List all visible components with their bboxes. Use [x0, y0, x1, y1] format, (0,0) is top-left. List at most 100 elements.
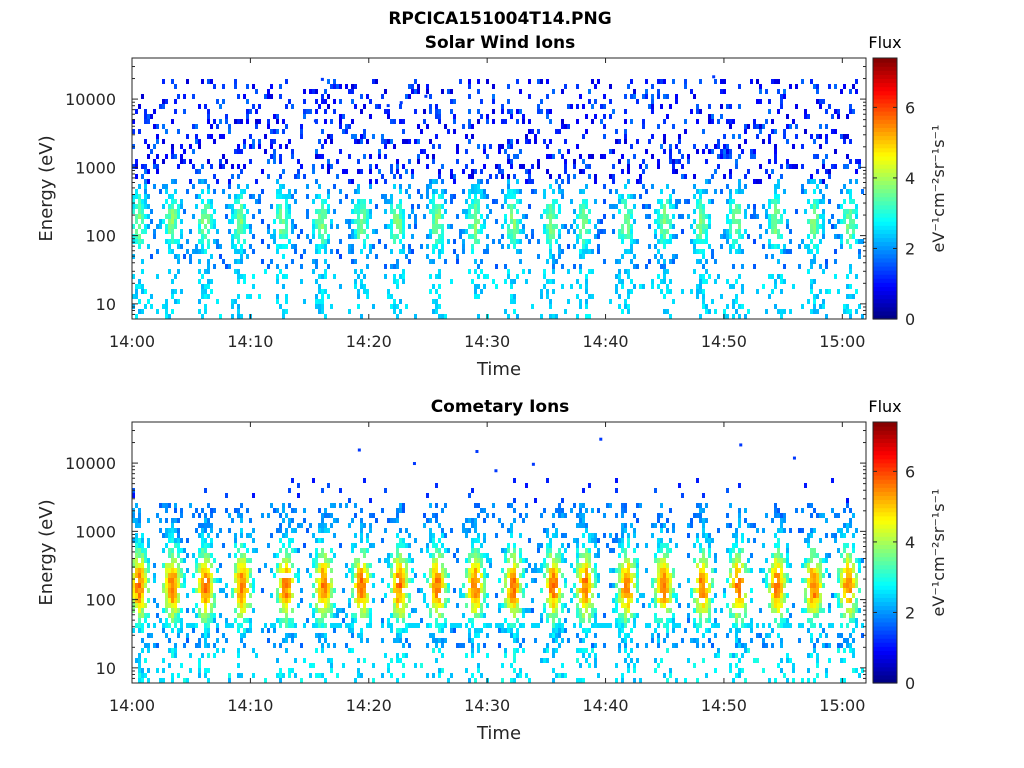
spectrogram-cell — [393, 608, 396, 613]
spectrogram-cell — [426, 623, 429, 628]
spectrogram-cell — [279, 174, 282, 179]
spectrogram-cell — [138, 309, 141, 314]
spectrogram-cell — [204, 588, 207, 593]
spectrogram-cell — [693, 184, 696, 189]
spectrogram-cell — [276, 214, 279, 219]
spectrogram-cell — [636, 239, 639, 244]
spectrogram-cell — [855, 209, 858, 214]
spectrogram-cell — [276, 119, 279, 124]
spectrogram-cell — [543, 194, 546, 199]
spectrogram-cell — [666, 568, 669, 573]
spectrogram-cell — [543, 274, 546, 279]
spectrogram-cell — [267, 543, 270, 548]
spectrogram-cell — [318, 249, 321, 254]
spectrogram-cell — [150, 633, 153, 638]
spectrogram-cell — [510, 663, 513, 668]
spectrogram-cell — [360, 314, 363, 319]
spectrogram-cell — [165, 568, 168, 573]
spectrogram-cell — [156, 249, 159, 254]
spectrogram-cell — [165, 214, 168, 219]
spectrogram-cell — [633, 613, 636, 618]
spectrogram-cell — [699, 224, 702, 229]
spectrogram-cell — [672, 523, 675, 528]
spectrogram-cell — [666, 588, 669, 593]
spectrogram-cell — [189, 229, 192, 234]
spectrogram-cell — [684, 119, 687, 124]
spectrogram-cell — [279, 623, 282, 628]
x-axis-label-solar-wind: Time — [476, 359, 521, 380]
spectrogram-cell — [291, 538, 294, 543]
spectrogram-cell — [585, 314, 588, 319]
spectrogram-cell — [204, 269, 207, 274]
spectrogram-cell — [192, 124, 195, 129]
spectrogram-cell — [504, 558, 507, 563]
spectrogram-cell — [435, 483, 438, 488]
spectrogram-cell — [246, 588, 249, 593]
spectrogram-cell — [822, 234, 825, 239]
spectrogram-cell — [495, 164, 498, 169]
spectrogram-cell — [624, 548, 627, 553]
spectrogram-cell — [393, 184, 396, 189]
spectrogram-cell — [240, 613, 243, 618]
spectrogram-cell — [819, 144, 822, 149]
spectrogram-cell — [342, 618, 345, 623]
spectrogram-cell — [546, 533, 549, 538]
spectrogram-cell — [399, 274, 402, 279]
spectrogram-cell — [621, 678, 624, 683]
spectrogram-cell — [456, 214, 459, 219]
spectrogram-cell — [156, 274, 159, 279]
spectrogram-cell — [477, 598, 480, 603]
spectrogram-cell — [618, 294, 621, 299]
spectrogram-cell — [207, 269, 210, 274]
spectrogram-cell — [660, 79, 663, 84]
colorbar-swatch — [873, 168, 897, 173]
spectrogram-cell — [855, 214, 858, 219]
spectrogram-cell — [177, 583, 180, 588]
spectrogram-cell — [297, 483, 300, 488]
spectrogram-cell — [663, 259, 666, 264]
spectrogram-cell — [819, 124, 822, 129]
spectrogram-cell — [483, 613, 486, 618]
spectrogram-cell — [585, 593, 588, 598]
spectrogram-cell — [168, 269, 171, 274]
spectrogram-cell — [771, 214, 774, 219]
spectrogram-cell — [816, 229, 819, 234]
spectrogram-cell — [819, 289, 822, 294]
spectrogram-cell — [594, 613, 597, 618]
spectrogram-cell — [240, 244, 243, 249]
spectrogram-cell — [807, 114, 810, 119]
spectrogram-cell — [141, 578, 144, 583]
spectrogram-cell — [231, 244, 234, 249]
spectrogram-cell — [201, 588, 204, 593]
spectrogram-cell — [552, 264, 555, 269]
spectrogram-cell — [405, 623, 408, 628]
spectrogram-cell — [813, 254, 816, 259]
spectrogram-cell — [432, 568, 435, 573]
spectrogram-cell — [444, 259, 447, 264]
spectrogram-cell — [669, 144, 672, 149]
spectrogram-cell — [300, 129, 303, 134]
spectrogram-cell — [351, 179, 354, 184]
spectrogram-cell — [603, 643, 606, 648]
spectrogram-cell — [723, 134, 726, 139]
spectrogram-cell — [585, 279, 588, 284]
spectrogram-cell — [663, 134, 666, 139]
spectrogram-cell — [360, 548, 363, 553]
spectrogram-cell — [555, 673, 558, 678]
spectrogram-cell — [300, 678, 303, 683]
spectrogram-cell — [366, 563, 369, 568]
spectrogram-cell — [138, 583, 141, 588]
spectrogram-cell — [591, 154, 594, 159]
spectrogram-cell — [519, 89, 522, 94]
spectrogram-cell — [441, 244, 444, 249]
spectrogram-cell — [408, 598, 411, 603]
spectrogram-cell — [756, 99, 759, 104]
spectrogram-cell — [834, 249, 837, 254]
spectrogram-cell — [408, 139, 411, 144]
spectrogram-cell — [651, 633, 654, 638]
spectrogram-cell — [285, 633, 288, 638]
spectrogram-cell — [774, 194, 777, 199]
spectrogram-cell — [594, 553, 597, 558]
spectrogram-cell — [474, 633, 477, 638]
spectrogram-cell — [453, 179, 456, 184]
